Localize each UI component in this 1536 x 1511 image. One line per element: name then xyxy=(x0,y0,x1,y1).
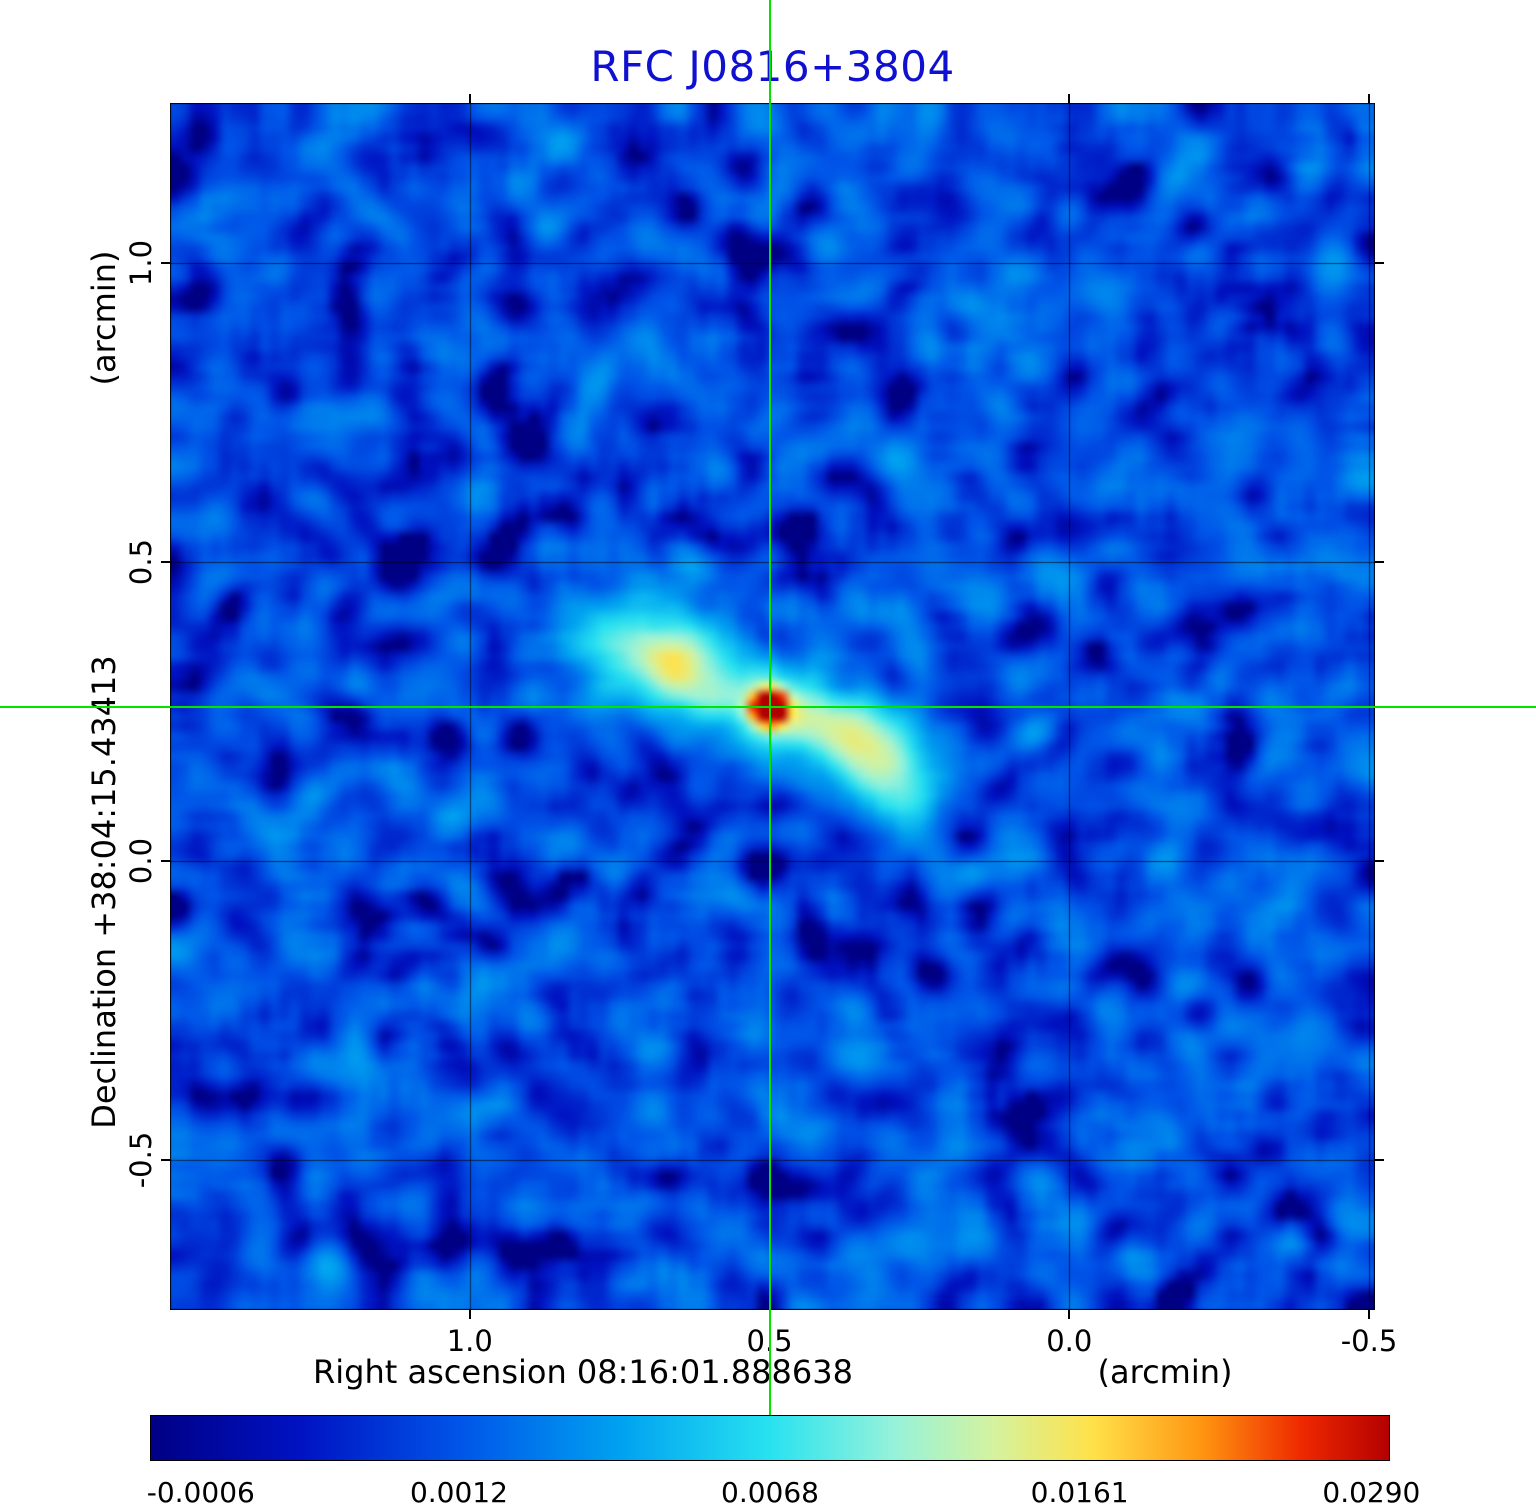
axis-tick xyxy=(161,1159,170,1162)
axis-tick xyxy=(1368,1310,1370,1319)
axis-tick xyxy=(1375,560,1384,563)
crosshair-horizontal-line xyxy=(0,706,1536,709)
axis-tick xyxy=(161,860,170,863)
y-axis-tick-label: -0.5 xyxy=(124,1132,158,1189)
y-axis-unit-label: (arcmin) xyxy=(85,250,123,386)
axis-tick xyxy=(1368,94,1370,103)
x-axis-unit-label: (arcmin) xyxy=(1097,1353,1233,1391)
colorbar-tick-label: -0.0006 xyxy=(146,1476,255,1509)
axis-tick xyxy=(1375,261,1384,264)
axis-tick xyxy=(1068,94,1071,103)
axis-tick xyxy=(1068,1310,1071,1319)
y-axis-tick-label: 0.5 xyxy=(124,538,158,586)
x-axis-label: Right ascension 08:16:01.888638 xyxy=(313,1353,853,1391)
x-axis-tick-label: 1.0 xyxy=(446,1324,493,1358)
colorbar xyxy=(150,1415,1390,1461)
page-title: RFC J0816+3804 xyxy=(590,42,955,91)
colorbar-tick-label: 0.0012 xyxy=(409,1476,508,1509)
y-axis-tick-label: 0.0 xyxy=(124,838,158,885)
axis-tick xyxy=(1375,1159,1384,1162)
axis-tick xyxy=(468,1310,471,1319)
axis-tick xyxy=(161,261,170,264)
x-axis-tick-label: 0.0 xyxy=(1046,1324,1093,1358)
colorbar-tick-label: 0.0068 xyxy=(721,1476,819,1509)
axis-tick xyxy=(468,94,471,103)
axis-tick xyxy=(1375,860,1384,863)
colorbar-tick-label: 0.0290 xyxy=(1322,1476,1421,1509)
colorbar-tick-label: 0.0161 xyxy=(1030,1476,1129,1509)
y-axis-label: Declination +38:04:15.43413 xyxy=(85,655,123,1129)
axis-tick xyxy=(161,560,170,563)
y-axis-tick-label: 1.0 xyxy=(124,239,158,286)
x-axis-tick-label: -0.5 xyxy=(1340,1324,1398,1358)
